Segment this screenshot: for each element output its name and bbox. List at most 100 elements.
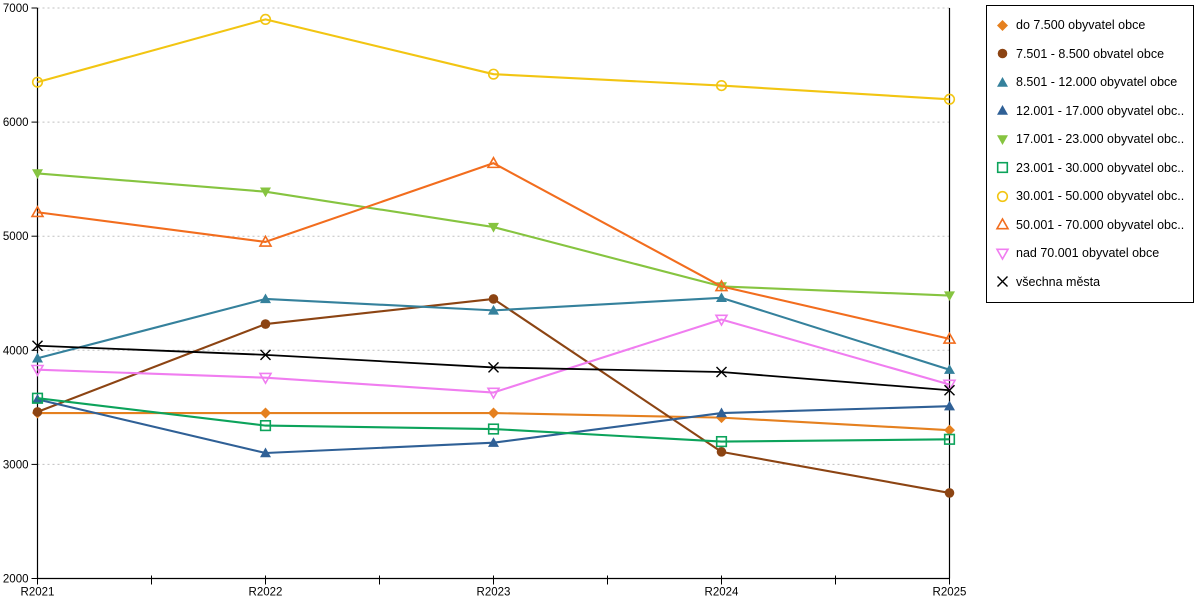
marker-8501-12000-R2025 [944, 364, 955, 374]
marker-23001-30000-R2025 [943, 433, 956, 445]
legend-label: 50.001 - 70.000 obyvatel obc... [1016, 217, 1185, 232]
marker-nad-70001-R2024 [714, 314, 729, 327]
marker-nad-70001-R2022 [258, 372, 273, 385]
marker-8501-12000-R2024 [716, 292, 727, 303]
marker-vsechna-mesta-R2023 [488, 361, 499, 373]
legend-item-do-7500[interactable]: do 7.500 obyvatel obce [995, 11, 1185, 40]
x-tick-label: R2024 [705, 587, 739, 599]
legend-label: 30.001 - 50.000 obyvatel obc... [1016, 189, 1185, 204]
x-tick-label: R2022 [249, 587, 283, 599]
marker-8501-12000-R2022 [260, 293, 271, 304]
legend-item-50001-70000[interactable]: 50.001 - 70.000 obyvatel obc... [995, 211, 1185, 240]
legend-label: 17.001 - 23.000 obyvatel obc... [1016, 132, 1185, 147]
chart-legend: do 7.500 obyvatel obce 7.501 - 8.500 obva… [986, 5, 1194, 303]
marker-50001-70000-R2022 [258, 234, 273, 247]
y-tick-label: 5000 [3, 231, 29, 243]
marker-nad-70001-R2023 [486, 387, 501, 400]
marker-7501-8500-R2024 [716, 447, 727, 457]
marker-17001-23000-R2025 [944, 291, 955, 302]
x-tick-label: R2023 [477, 587, 511, 599]
legend-marker-diamond-filled-icon [997, 19, 1008, 31]
legend-marker-shape-nad-70001 [995, 248, 1010, 261]
legend-label: 7.501 - 8.500 obvatel obce [1016, 46, 1165, 61]
marker-12001-17000-R2025 [944, 400, 955, 411]
y-tick-label: 3000 [3, 459, 29, 471]
legend-marker-shape-vsechna-mesta [997, 276, 1008, 288]
legend-marker-triangle-up-filled-icon [997, 105, 1008, 115]
marker-7501-8500-R2025 [944, 488, 955, 498]
legend-marker-circle-open-icon [996, 190, 1009, 202]
marker-7501-8500-R2021 [32, 407, 43, 417]
marker-17001-23000-R2021 [32, 169, 43, 179]
marker-8501-12000-R2021 [32, 352, 43, 363]
marker-nad-70001-R2021 [30, 364, 45, 377]
marker-23001-30000-R2024 [715, 435, 728, 448]
legend-item-23001-30000[interactable]: 23.001 - 30.000 obyvatel obc... [995, 154, 1185, 183]
marker-12001-17000-R2022 [260, 447, 271, 458]
marker-23001-30000-R2023 [487, 423, 500, 435]
series-line-17001-23000 [37, 172, 950, 297]
legend-label: všechna města [1016, 274, 1101, 289]
series-line-23001-30000 [37, 397, 950, 443]
marker-12001-17000-R2024 [716, 407, 727, 418]
marker-nad-70001-R2025 [942, 379, 957, 392]
marker-30001-50000-R2021 [31, 76, 44, 88]
marker-7501-8500-R2022 [260, 319, 271, 329]
marker-vsechna-mesta-R2024 [716, 366, 727, 378]
legend-item-vsechna-mesta[interactable]: všechna města [995, 268, 1185, 297]
marker-vsechna-mesta-R2025 [944, 384, 955, 396]
x-tick-label: R2021 [21, 587, 55, 599]
legend-item-nad-70001[interactable]: nad 70.001 obyvatel obce [995, 239, 1185, 268]
marker-23001-30000-R2021 [31, 392, 44, 404]
legend-label: 23.001 - 30.000 obyvatel obc... [1016, 160, 1185, 175]
series-line-7501-8500 [37, 297, 950, 494]
legend-item-12001-17000[interactable]: 12.001 - 17.000 obyvatel obc... [995, 97, 1185, 126]
marker-50001-70000-R2021 [30, 205, 45, 218]
legend-marker-shape-30001-50000 [996, 190, 1009, 202]
legend-item-30001-50000[interactable]: 30.001 - 50.000 obyvatel obc... [995, 182, 1185, 211]
legend-item-8501-12000[interactable]: 8.501 - 12.000 obyvatel obce [995, 68, 1185, 97]
legend-marker-square-open-icon [996, 162, 1009, 174]
legend-marker-shape-do-7500 [997, 19, 1008, 31]
legend-item-17001-23000[interactable]: 17.001 - 23.000 obyvatel obc... [995, 125, 1185, 154]
legend-marker-circle-filled-icon [997, 48, 1008, 59]
marker-17001-23000-R2023 [488, 222, 499, 233]
marker-50001-70000-R2024 [714, 279, 729, 292]
marker-30001-50000-R2022 [259, 13, 272, 26]
marker-17001-23000-R2022 [260, 187, 271, 198]
legend-marker-shape-23001-30000 [996, 162, 1009, 174]
legend-label: 8.501 - 12.000 obyvatel obce [1016, 75, 1178, 90]
marker-23001-30000-R2022 [259, 420, 272, 432]
marker-do-7500-R2022 [260, 407, 271, 419]
y-tick-label: 4000 [3, 345, 29, 357]
marker-8501-12000-R2023 [488, 304, 499, 315]
marker-do-7500-R2025 [944, 424, 955, 436]
series-line-nad-70001 [37, 318, 950, 394]
legend-marker-triangle-up-filled-icon [997, 76, 1008, 87]
legend-marker-shape-17001-23000 [997, 135, 1008, 145]
legend-marker-triangle-up-open-icon [995, 217, 1010, 230]
legend-marker-x-icon [997, 276, 1008, 288]
legend-marker-triangle-down-filled-icon [997, 135, 1008, 145]
marker-30001-50000-R2025 [943, 93, 956, 105]
series-line-50001-70000 [37, 162, 950, 340]
marker-50001-70000-R2025 [942, 331, 957, 344]
marker-12001-17000-R2023 [488, 437, 499, 447]
legend-marker-triangle-down-open-icon [995, 248, 1010, 261]
legend-marker-shape-8501-12000 [997, 76, 1008, 87]
legend-label: nad 70.001 obyvatel obce [1016, 246, 1160, 261]
marker-vsechna-mesta-R2022 [260, 349, 271, 361]
legend-marker-shape-12001-17000 [997, 105, 1008, 115]
series-line-30001-50000 [37, 18, 950, 101]
x-tick-label: R2025 [933, 587, 967, 599]
marker-50001-70000-R2023 [486, 156, 501, 169]
legend-label: 12.001 - 17.000 obyvatel obc... [1016, 103, 1185, 118]
legend-marker-shape-50001-70000 [995, 217, 1010, 230]
marker-30001-50000-R2023 [487, 68, 500, 80]
y-tick-label: 6000 [3, 117, 29, 129]
marker-vsechna-mesta-R2021 [32, 340, 43, 352]
legend-item-7501-8500[interactable]: 7.501 - 8.500 obvatel obce [995, 40, 1185, 69]
marker-30001-50000-R2024 [715, 79, 728, 92]
y-tick-label: 2000 [3, 574, 29, 586]
